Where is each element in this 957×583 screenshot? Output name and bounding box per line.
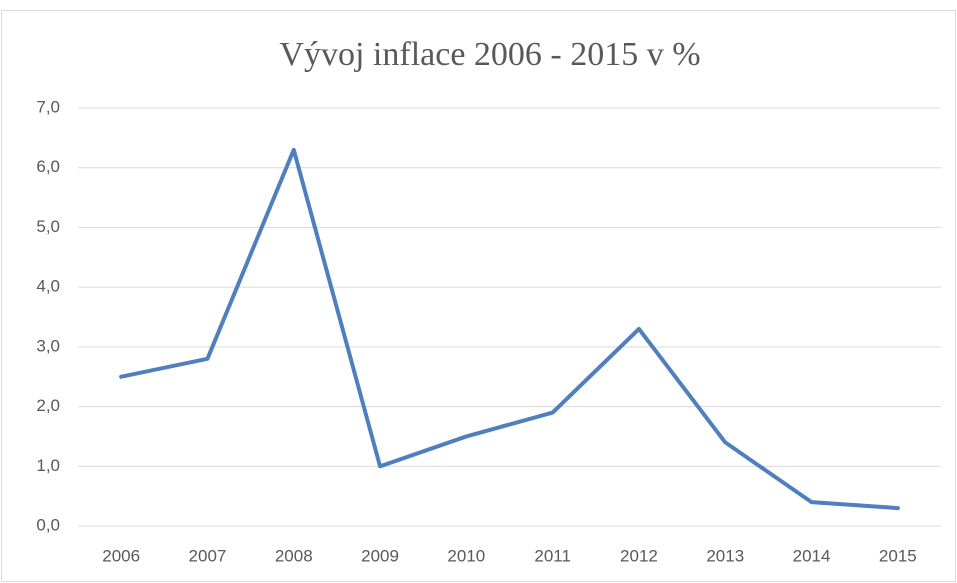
- chart-frame: [1, 10, 956, 582]
- x-tick-label: 2007: [189, 546, 227, 565]
- y-tick-label: 5,0: [36, 217, 60, 236]
- y-tick-label: 3,0: [36, 336, 60, 355]
- data-line: [119, 147, 900, 511]
- x-tick-label: 2009: [361, 546, 399, 565]
- y-tick-label: 0,0: [36, 515, 60, 534]
- x-tick-label: 2008: [275, 546, 313, 565]
- x-tick-label: 2015: [879, 546, 917, 565]
- y-tick-label: 2,0: [36, 396, 60, 415]
- chart-title: Vývoj inflace 2006 - 2015 v %: [279, 36, 700, 73]
- y-tick-label: 4,0: [36, 277, 60, 296]
- y-tick-label: 1,0: [36, 456, 60, 475]
- x-tick-label: 2012: [620, 546, 658, 565]
- x-tick-label: 2006: [102, 546, 140, 565]
- x-tick-label: 2010: [447, 546, 485, 565]
- x-tick-label: 2011: [534, 546, 571, 565]
- x-tick-label: 2013: [706, 546, 744, 565]
- x-tick-label: 2014: [793, 546, 831, 565]
- y-tick-label: 6,0: [36, 157, 60, 176]
- y-tick-label: 7,0: [36, 97, 60, 116]
